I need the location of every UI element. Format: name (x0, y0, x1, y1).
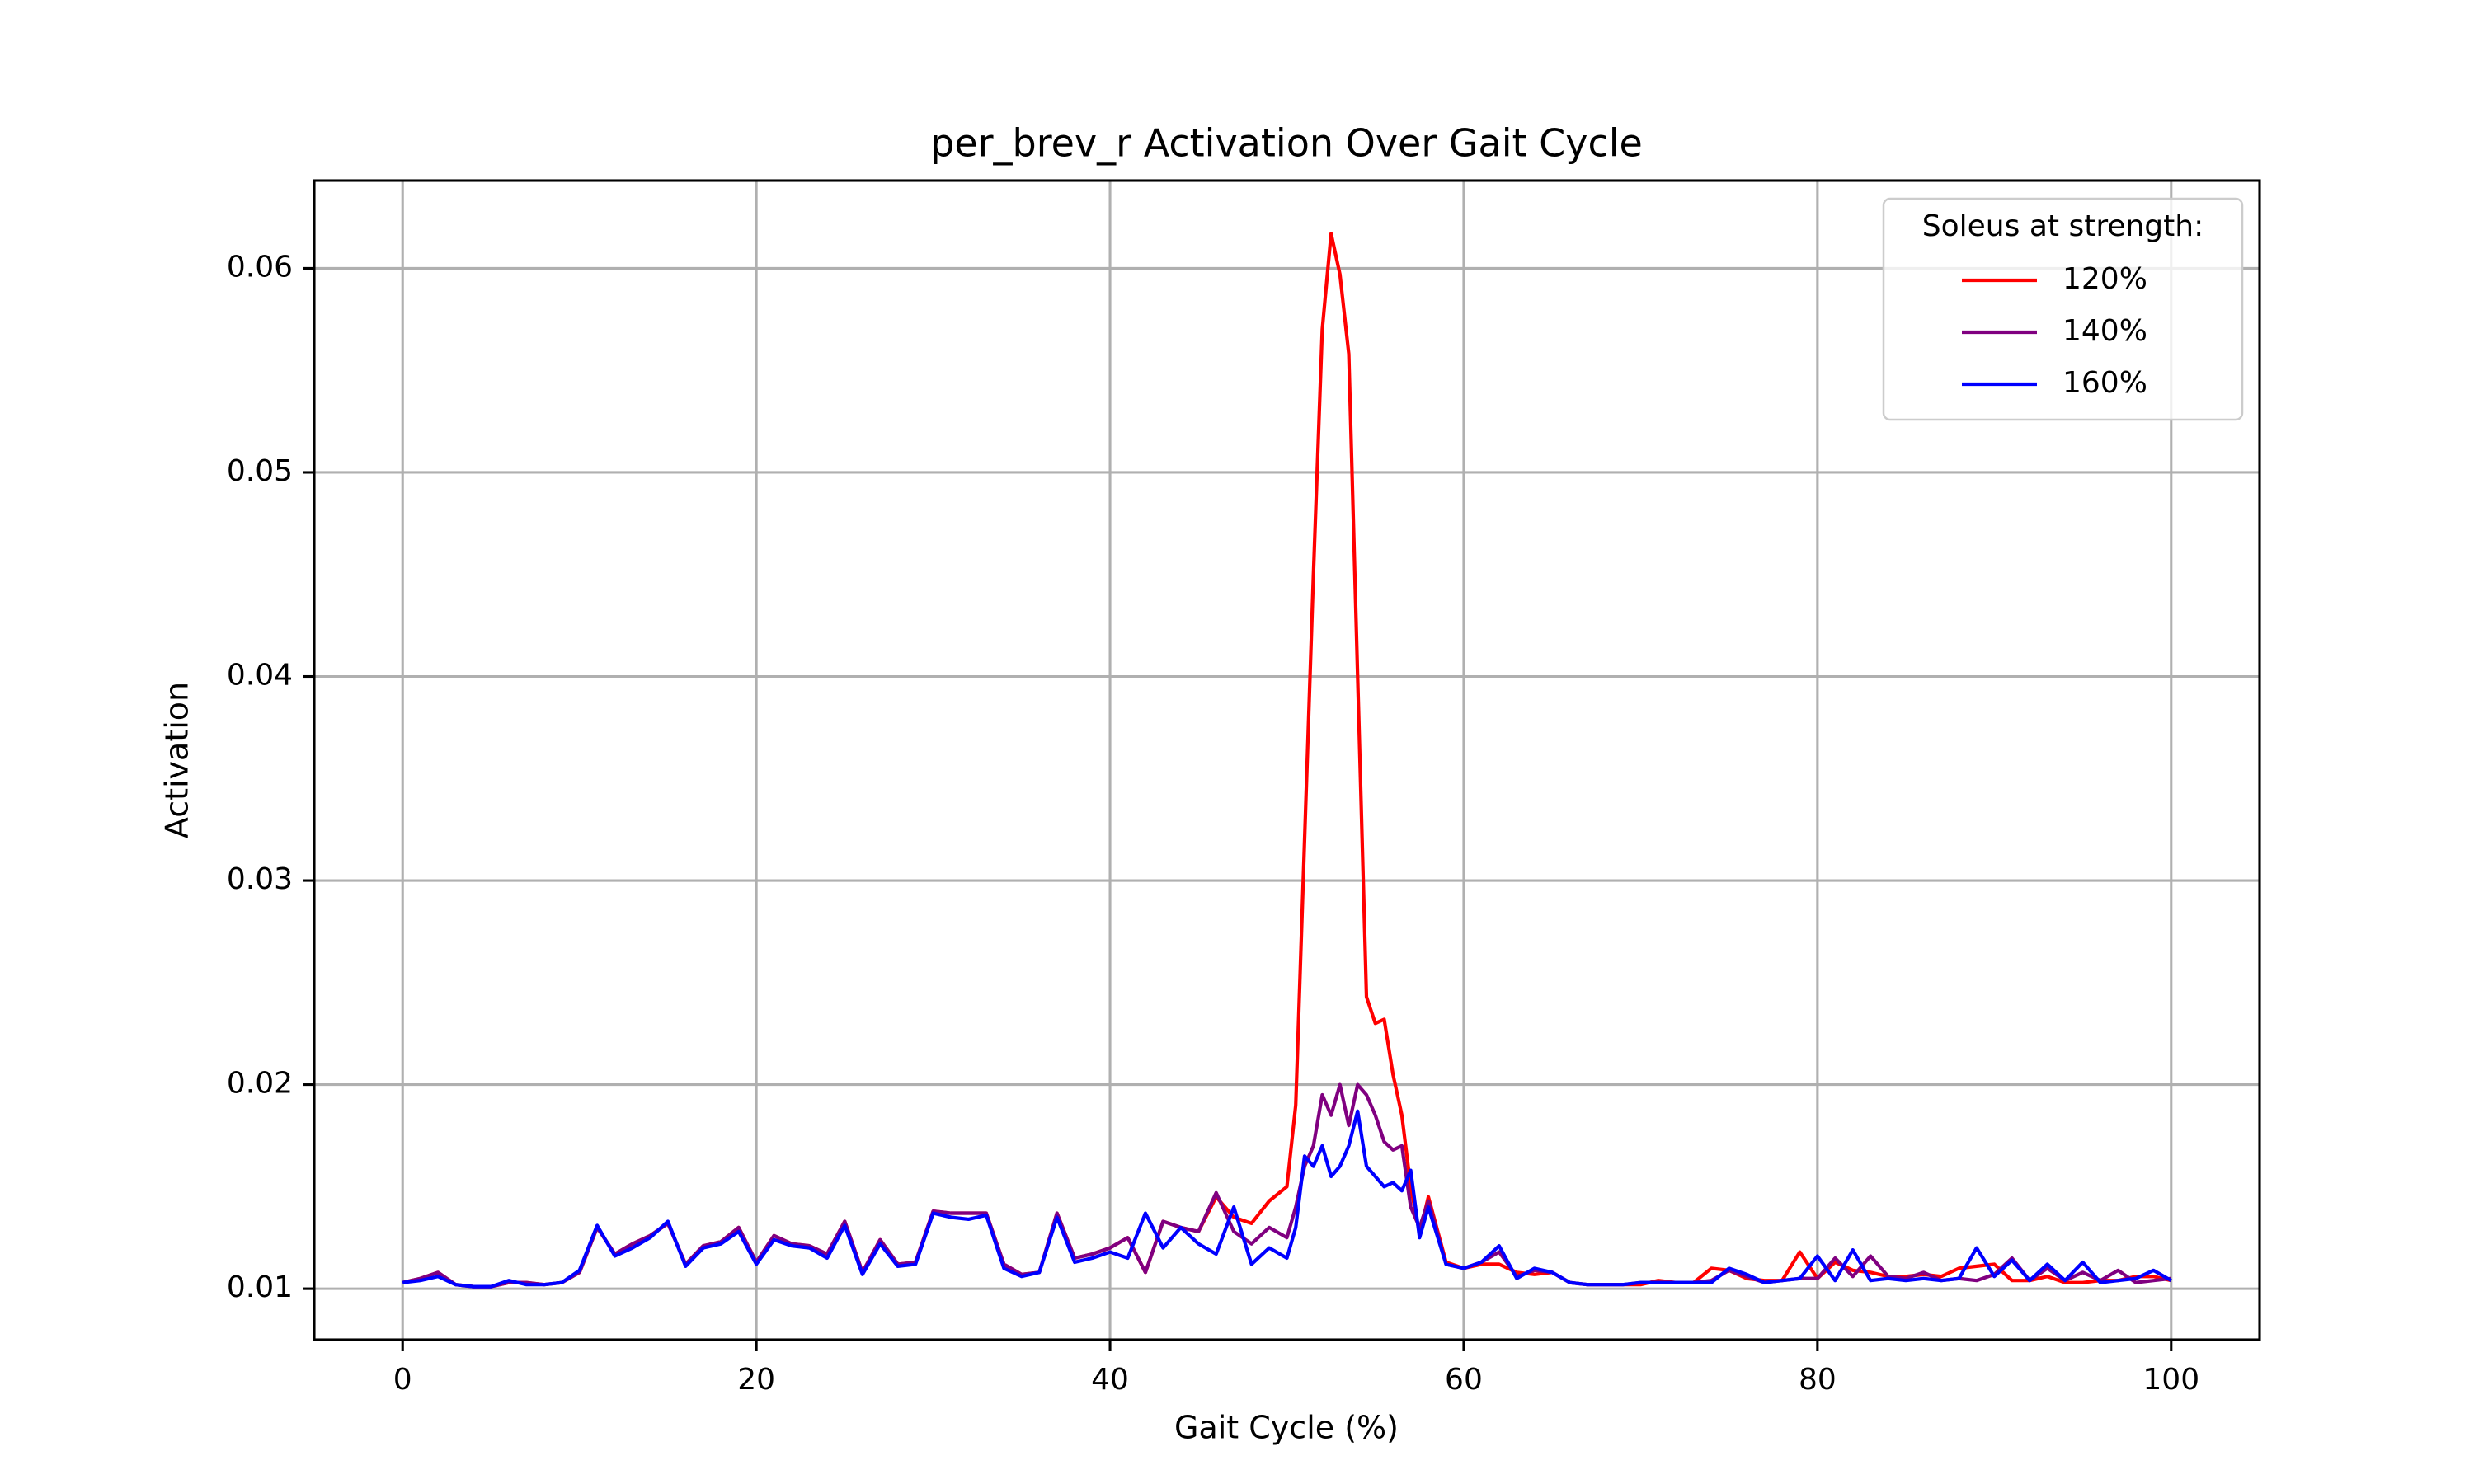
legend-label: 120% (2062, 262, 2147, 296)
legend-box (1882, 197, 2244, 421)
x-axis-label: Gait Cycle (%) (1174, 1410, 1399, 1446)
y-tick-label: 0.05 (227, 454, 293, 488)
y-tick-label: 0.06 (227, 250, 293, 284)
chart-title: per_brev_r Activation Over Gait Cycle (930, 121, 1643, 166)
data-line (402, 1109, 2172, 1289)
plot-frame (313, 179, 2261, 1341)
y-tick-label: 0.02 (227, 1067, 293, 1101)
legend-label: 140% (2062, 314, 2147, 348)
legend-title: Soleus at strength: (1922, 209, 2204, 243)
x-tick-label: 100 (2142, 1363, 2199, 1397)
x-tick-label: 80 (1799, 1363, 1837, 1397)
x-tick-label: 40 (1091, 1363, 1129, 1397)
legend-label: 160% (2062, 366, 2147, 400)
y-tick-label: 0.04 (227, 659, 293, 693)
legend: Soleus at strength: 120% 140% 160% (1882, 197, 2244, 421)
x-tick-label: 60 (1445, 1363, 1483, 1397)
x-tick-label: 20 (737, 1363, 775, 1397)
x-tick-label: 0 (393, 1363, 412, 1397)
y-tick-label: 0.01 (227, 1270, 293, 1304)
y-tick-label: 0.03 (227, 862, 293, 896)
y-axis-label: Activation (159, 682, 195, 838)
